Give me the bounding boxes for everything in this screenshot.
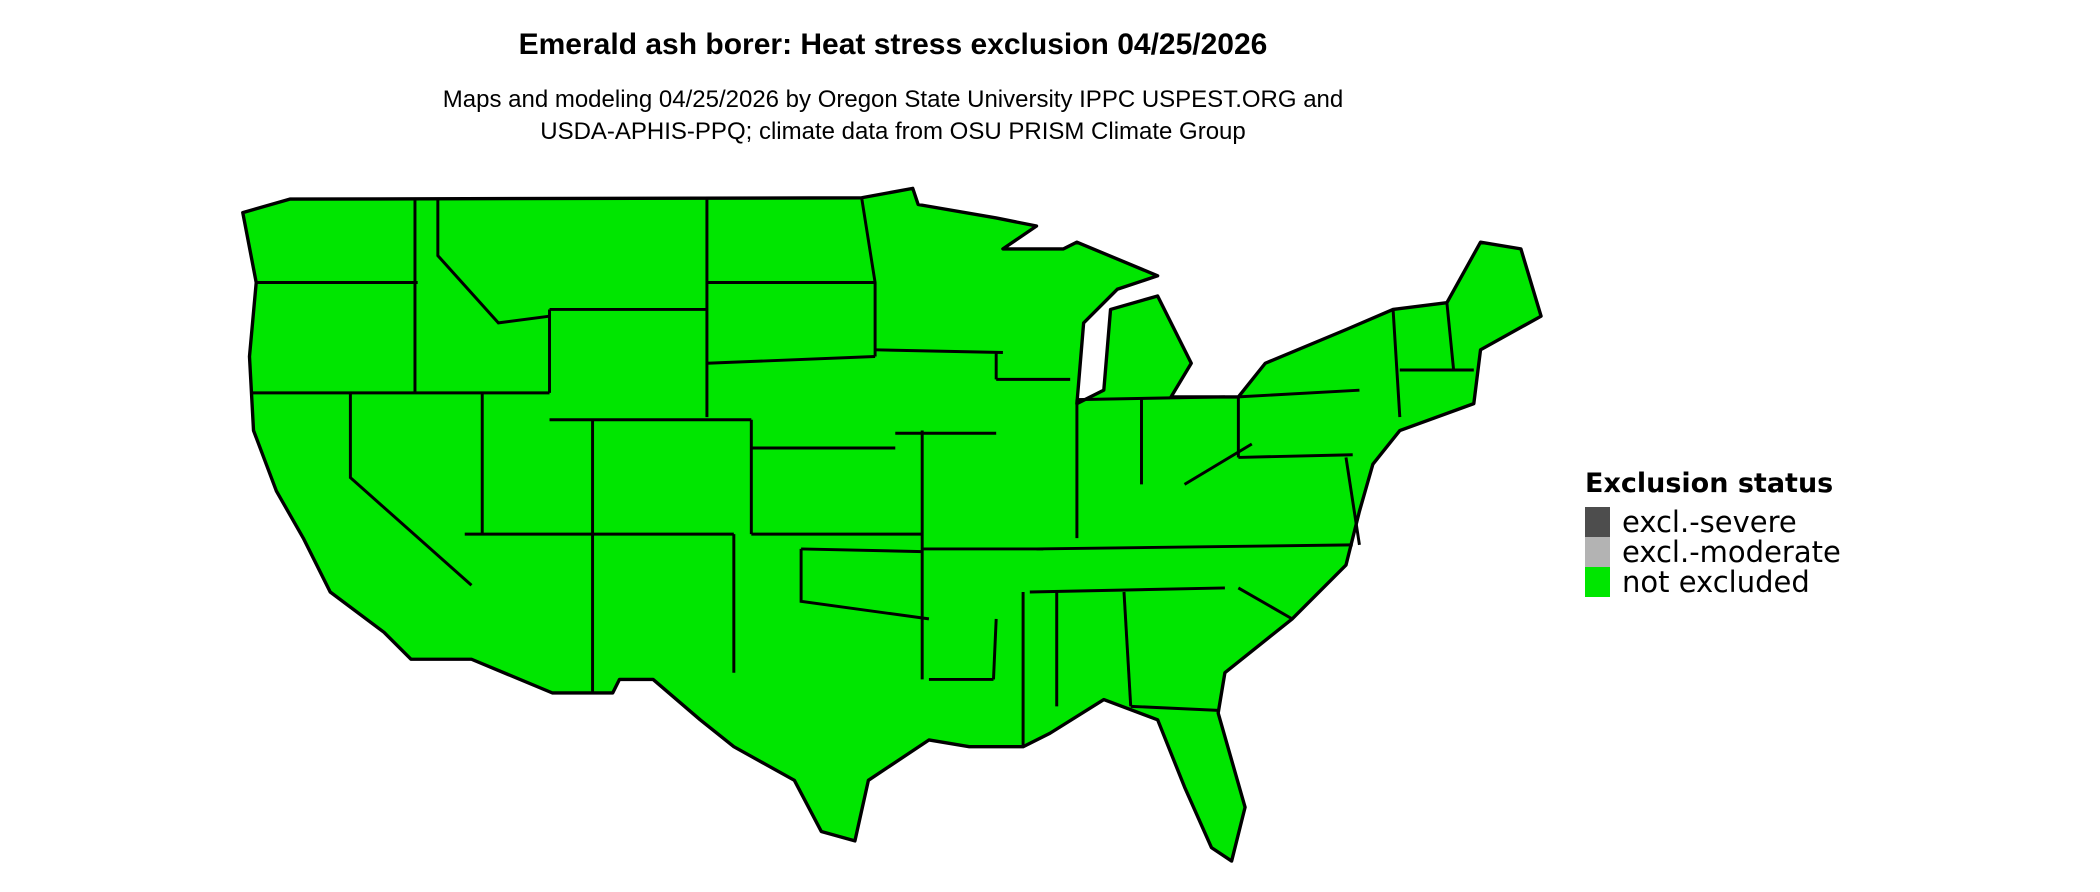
legend-title: Exclusion status <box>1585 468 1834 499</box>
state-boundary <box>706 355 876 365</box>
subtitle-line: Maps and modeling 04/25/2026 by Oregon S… <box>442 86 1344 113</box>
state-boundary <box>1237 586 1293 621</box>
legend-item: not excluded <box>1585 565 1841 599</box>
state-boundary <box>1238 453 1353 459</box>
state-boundary <box>1130 704 1219 712</box>
legend-label: excl.-moderate <box>1622 535 1841 569</box>
legend: Exclusion status excl.-severe excl.-moder… <box>1585 468 1841 599</box>
map-subtitle: Maps and modeling 04/25/2026 by Oregon S… <box>0 84 1786 148</box>
state-boundary <box>436 197 550 325</box>
legend-item: excl.-moderate <box>1585 535 1841 569</box>
legend-swatch <box>1585 507 1610 537</box>
state-boundary <box>348 392 473 587</box>
legend-item: excl.-severe <box>1585 505 1841 539</box>
state-boundary <box>1344 457 1361 546</box>
state-boundary <box>1445 302 1456 371</box>
map-title: Emerald ash borer: Heat stress exclusion… <box>518 28 1268 61</box>
state-boundary <box>1183 442 1253 486</box>
legend-swatch <box>1585 537 1610 567</box>
state-boundary <box>1391 309 1402 418</box>
state-boundary <box>799 548 930 621</box>
state-boundary <box>875 348 1003 354</box>
state-boundary <box>801 547 923 554</box>
subtitle-line: USDA-APHIS-PPQ; climate data from OSU PR… <box>540 118 1246 145</box>
state-boundary <box>1036 543 1353 551</box>
state-boundary <box>1076 395 1225 402</box>
state-boundary <box>1122 591 1133 707</box>
state-boundary <box>860 197 877 357</box>
state-boundary <box>1029 586 1225 594</box>
state-boundary <box>1238 388 1360 399</box>
legend-label: excl.-severe <box>1622 505 1797 539</box>
legend-swatch <box>1585 567 1610 597</box>
state-boundary <box>992 618 998 680</box>
us-outline <box>241 186 1543 863</box>
legend-label: not excluded <box>1622 565 1810 599</box>
